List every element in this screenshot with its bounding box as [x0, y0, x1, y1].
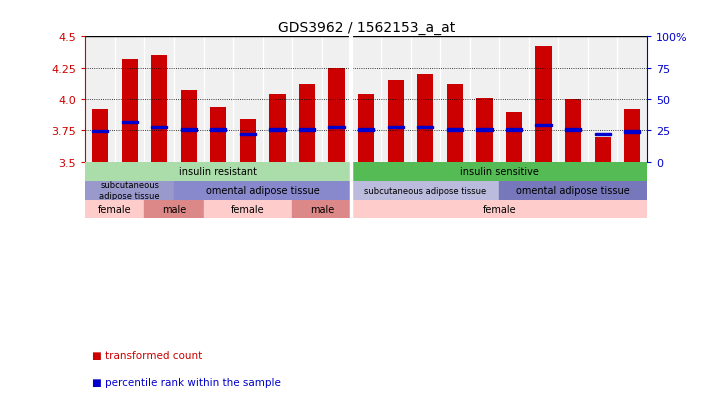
Bar [122, 60, 138, 162]
Bar [565, 129, 581, 131]
Bar [594, 138, 611, 162]
Bar [624, 110, 641, 162]
Bar [617, 37, 647, 162]
Bar [174, 37, 203, 162]
Bar [351, 163, 647, 181]
Bar [122, 122, 138, 124]
Text: omental adipose tissue: omental adipose tissue [205, 186, 319, 196]
Bar [476, 99, 493, 162]
Bar [181, 91, 197, 162]
Bar [535, 124, 552, 127]
Bar [499, 37, 529, 162]
Bar [447, 85, 463, 162]
Text: insulin resistant: insulin resistant [179, 167, 257, 177]
Bar [262, 37, 292, 162]
Text: ■ transformed count: ■ transformed count [92, 350, 203, 360]
Bar [476, 129, 493, 131]
Bar [506, 129, 522, 131]
Bar [417, 126, 434, 129]
Bar [203, 200, 292, 218]
Bar [328, 69, 345, 162]
Bar [181, 129, 197, 131]
Text: omental adipose tissue: omental adipose tissue [516, 186, 630, 196]
Bar [292, 200, 351, 218]
Text: female: female [482, 204, 516, 214]
Bar [174, 182, 351, 200]
Bar [210, 107, 227, 162]
Text: insulin sensitive: insulin sensitive [460, 167, 539, 177]
Bar [322, 37, 351, 162]
Bar [381, 37, 410, 162]
Bar [144, 37, 174, 162]
Bar [594, 133, 611, 136]
Text: ■ percentile rank within the sample: ■ percentile rank within the sample [92, 377, 282, 387]
Bar [506, 112, 522, 162]
Text: male: male [310, 204, 334, 214]
Text: subcutaneous
adipose tissue: subcutaneous adipose tissue [100, 181, 160, 200]
Bar [358, 95, 374, 162]
Bar [410, 37, 440, 162]
Bar [92, 110, 108, 162]
Bar [151, 56, 167, 162]
Bar [387, 127, 404, 129]
Bar [92, 131, 108, 133]
Bar [240, 120, 256, 162]
Bar [151, 126, 167, 128]
Text: female: female [231, 204, 264, 214]
Bar [85, 182, 174, 200]
Text: subcutaneous adipose tissue: subcutaneous adipose tissue [364, 186, 486, 195]
Bar [299, 129, 315, 131]
Bar [351, 182, 499, 200]
Bar [292, 37, 322, 162]
Bar [565, 100, 581, 162]
Bar [499, 182, 647, 200]
Bar [358, 129, 374, 131]
Bar [240, 133, 256, 136]
Bar [535, 47, 552, 162]
Bar [269, 95, 286, 162]
Bar [351, 200, 647, 218]
Title: GDS3962 / 1562153_a_at: GDS3962 / 1562153_a_at [277, 21, 455, 35]
Text: male: male [162, 204, 186, 214]
Bar [269, 129, 286, 131]
Text: female: female [98, 204, 132, 214]
Bar [588, 37, 617, 162]
Bar [558, 37, 588, 162]
Bar [85, 200, 144, 218]
Bar [529, 37, 558, 162]
Bar [233, 37, 262, 162]
Bar [387, 81, 404, 162]
Bar [440, 37, 470, 162]
Bar [417, 75, 434, 162]
Bar [447, 129, 463, 131]
Bar [470, 37, 499, 162]
Bar [328, 127, 345, 129]
Bar [115, 37, 144, 162]
Bar [624, 131, 641, 133]
Bar [144, 200, 203, 218]
Bar [85, 163, 351, 181]
Bar [299, 85, 315, 162]
Bar [203, 37, 233, 162]
Bar [351, 37, 381, 162]
Bar [85, 37, 115, 162]
Bar [210, 129, 227, 131]
